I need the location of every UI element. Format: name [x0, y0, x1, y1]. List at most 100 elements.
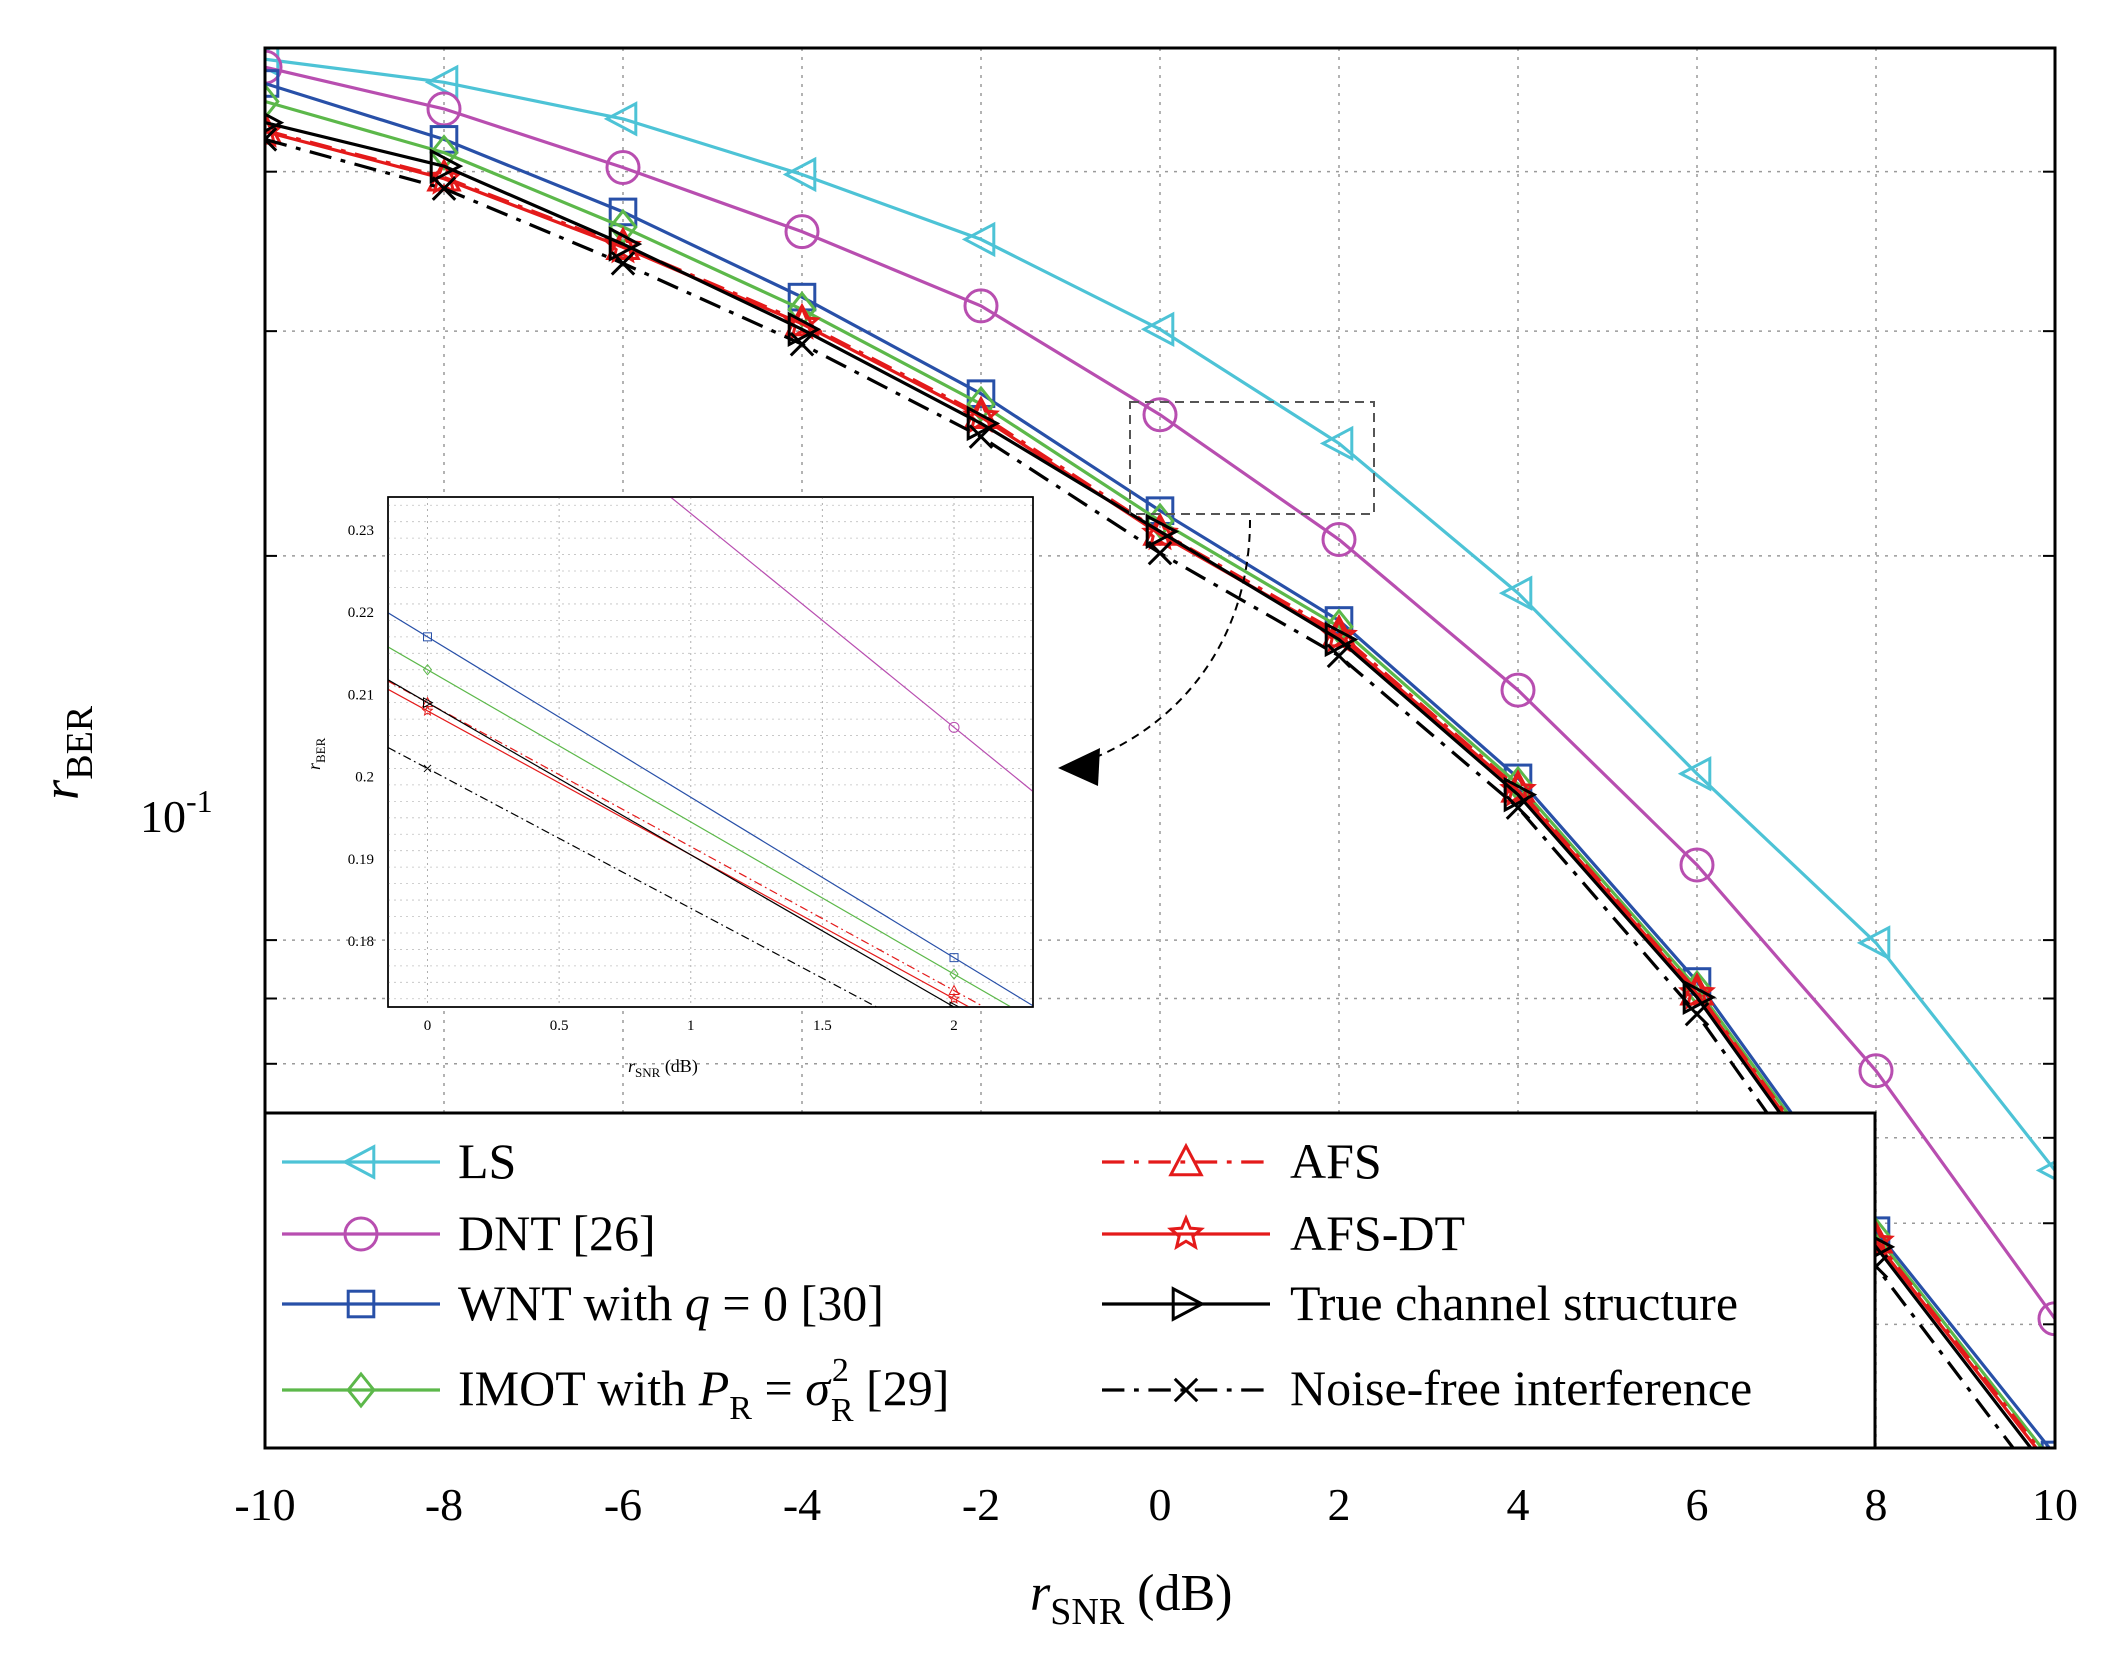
inset-grid	[388, 497, 1033, 1007]
data-point	[610, 251, 636, 276]
data-point	[782, 156, 817, 193]
data-point	[2040, 1453, 2070, 1482]
legend-label-dnt: DNT [26]	[458, 1205, 656, 1261]
legend-marker	[1171, 1286, 1206, 1322]
legend-sample-dnt-26	[282, 1216, 440, 1252]
inset-series-layer	[388, 497, 1033, 1007]
inset-data-point	[949, 953, 959, 963]
data-point	[1677, 756, 1712, 792]
x-tick-label: 0	[1149, 1479, 1172, 1530]
x-tick-label: 4	[1507, 1479, 1530, 1530]
x-tick-label: -4	[783, 1479, 821, 1530]
data-point	[966, 379, 996, 408]
data-point	[1679, 847, 1715, 883]
legend-label-wnt: WNT with q = 0 [30]	[458, 1275, 884, 1331]
inset-data-point	[948, 721, 960, 733]
legend: LS DNT [26] WNT with q = 0 [30] IMOT wit…	[263, 1111, 1877, 1450]
inset-data-point	[949, 1001, 961, 1007]
inset-data-point	[421, 704, 434, 716]
data-point	[1856, 925, 1891, 961]
data-point	[2053, 1446, 2055, 1448]
inset-series-line	[669, 497, 1033, 792]
data-point	[426, 91, 462, 127]
x-axis-label: rSNR (dB)	[1030, 1565, 1233, 1633]
data-point	[603, 101, 638, 137]
series-line	[265, 65, 2055, 1320]
inset-series-imot-with-p-r-r-2-29	[388, 646, 1013, 1007]
legend-marker	[1173, 1377, 1199, 1403]
data-point	[1324, 621, 1359, 658]
data-point	[1326, 643, 1352, 669]
inset-series-line	[388, 680, 986, 1007]
legend-sample-afs	[1102, 1142, 1270, 1177]
y-axis-label: rBER	[33, 705, 101, 800]
x-tick-label: 2	[1328, 1479, 1351, 1530]
x-tick-labels: -10 -8 -6 -4 -2 0 2 4 6 8 10	[234, 1479, 2078, 1530]
x-tick-label: 8	[1865, 1479, 1888, 1530]
data-point	[789, 331, 815, 357]
inset-frame	[387, 496, 1034, 1008]
series-ls	[265, 48, 2055, 1181]
legend-samples	[282, 1142, 1270, 1409]
data-point	[1145, 513, 1180, 550]
inset-series-true-channel-structure	[388, 679, 961, 1007]
inset-data-point	[948, 992, 961, 1004]
data-point	[1498, 575, 1533, 611]
inset-data-point	[422, 697, 434, 709]
x-tick-label: 10	[2032, 1479, 2078, 1530]
inset-y-tick-label: 0.18	[348, 934, 374, 950]
data-point	[265, 69, 280, 98]
data-point	[968, 424, 994, 449]
inset-series-dnt-26	[669, 497, 1033, 792]
data-point	[265, 83, 280, 120]
data-point	[605, 150, 641, 186]
legend-label-true: True channel structure	[1290, 1275, 1738, 1331]
legend-marker	[1168, 1142, 1204, 1177]
data-point	[1684, 1001, 1710, 1027]
x-tick-label: -8	[425, 1479, 463, 1530]
legend-label-afsdt: AFS-DT	[1290, 1205, 1465, 1261]
data-point	[608, 226, 643, 262]
data-point	[424, 64, 459, 100]
data-point	[784, 214, 820, 250]
inset-data-point	[423, 764, 432, 773]
data-point	[1145, 502, 1175, 540]
x-tick-label: -10	[234, 1479, 295, 1530]
zoom-arrowhead	[1058, 748, 1100, 786]
inset-series-line	[388, 646, 1013, 1007]
inset-data-point	[422, 663, 433, 676]
legend-label-ls: LS	[458, 1133, 516, 1189]
inset-x-axis-label: rSNR (dB)	[628, 1056, 698, 1080]
x-tick-label: -6	[604, 1479, 642, 1530]
inset-y-tick-label: 0.2	[355, 770, 374, 786]
data-point	[2037, 1301, 2055, 1337]
legend-marker	[346, 1371, 376, 1409]
series-line	[265, 130, 2039, 1448]
inset-series-line	[388, 679, 956, 1007]
data-point	[1140, 311, 1175, 347]
series-dnt-26	[265, 49, 2055, 1337]
inset-plot-area	[387, 496, 1034, 1008]
data-point	[966, 385, 996, 423]
data-point	[1505, 795, 1531, 820]
inset-y-tick-label: 0.22	[348, 605, 374, 621]
legend-label-noise: Noise-free interference	[1290, 1360, 1752, 1416]
data-point	[431, 176, 457, 201]
zoom-box	[1129, 401, 1375, 515]
legend-marker	[341, 1144, 376, 1180]
legend-label-afs: AFS	[1290, 1133, 1382, 1189]
inset-tick-labels: 0 0.5 1 1.5 2 0.18 0.19 0.2 0.21 0.22 0.23	[348, 523, 958, 1034]
data-point	[265, 49, 283, 85]
inset-y-axis-label: rBER	[304, 737, 328, 770]
data-point	[265, 112, 285, 133]
data-point	[429, 134, 459, 172]
series-line	[265, 121, 2033, 1448]
data-point	[265, 127, 278, 152]
main-series-layer	[265, 48, 2070, 1482]
series-line	[265, 57, 2055, 1172]
inset-series-wnt-with-q-0-30	[388, 612, 1033, 1007]
x-tick-label: -2	[962, 1479, 1000, 1530]
data-point	[1147, 540, 1173, 566]
legend-sample-ls	[282, 1144, 440, 1180]
